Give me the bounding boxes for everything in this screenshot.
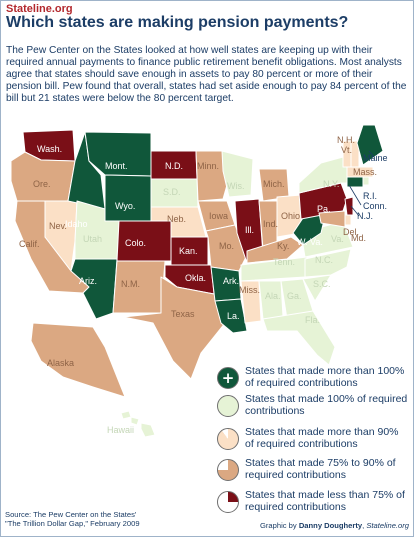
legend-label: States that made more than 90% of requir… <box>245 426 399 450</box>
state-nh <box>350 140 360 168</box>
state-label-alaska: Alaska <box>47 358 74 368</box>
source-note: Source: The Pew Center on the States' "T… <box>5 510 140 528</box>
state-maine <box>356 124 384 166</box>
state-label-wis: Wis. <box>227 181 245 191</box>
state-fla <box>262 310 336 366</box>
state-label-wash: Wash. <box>37 144 62 154</box>
state-label-tenn: Tenn. <box>273 257 295 267</box>
state-label-ohio: Ohio <box>281 211 300 221</box>
state-label-ark: Ark. <box>223 276 239 286</box>
state-label-del: Del. <box>343 227 359 237</box>
state-label-vt: Vt. <box>341 145 352 155</box>
state-label-nj: N.J. <box>357 211 373 221</box>
credit-prefix: Graphic by <box>259 521 297 530</box>
state-label-ga: Ga. <box>287 291 302 301</box>
state-label-wyo: Wyo. <box>115 201 135 211</box>
state-label-va: Va. <box>331 234 344 244</box>
state-label-ariz: Ariz. <box>79 276 97 286</box>
brand-name: Stateline.org <box>6 3 73 15</box>
state-label-idaho: Idaho <box>65 219 88 229</box>
state-label-ill: Ill. <box>245 225 254 235</box>
state-hawaii <box>120 410 156 438</box>
legend-swatch: + <box>217 367 239 389</box>
state-label-iowa: Iowa <box>209 211 228 221</box>
legend-label: States that made 75% to 90% of required … <box>245 457 396 481</box>
legend-swatch <box>217 395 239 417</box>
intro-text: The Pew Center on the States looked at h… <box>6 45 407 104</box>
state-label-nh: N.H. <box>337 135 355 145</box>
state-wyo <box>104 174 152 222</box>
state-label-hawaii: Hawaii <box>107 425 134 435</box>
state-alaska <box>30 322 126 398</box>
legend-label: States that made less than 75% of requir… <box>245 489 405 513</box>
state-ky <box>246 236 304 264</box>
leader-line <box>348 184 362 206</box>
credit-author: Danny Dougherty <box>298 521 363 530</box>
state-label-ala: Ala. <box>265 291 281 301</box>
state-mass <box>346 166 374 178</box>
state-sc <box>302 274 332 302</box>
source-line-2: "The Trillion Dollar Gap," February 2009 <box>5 519 140 528</box>
state-nc <box>304 248 352 278</box>
state-label-nc: N.C. <box>315 255 333 265</box>
state-label-ky: Ky. <box>277 241 289 251</box>
state-label-ri: R.I. <box>363 191 377 201</box>
state-la <box>214 298 248 334</box>
state-label-md: Md. <box>351 233 366 243</box>
state-label-colo: Colo. <box>125 238 146 248</box>
state-label-nm: N.M. <box>121 279 140 289</box>
state-label-nd: N.D. <box>165 161 183 171</box>
state-label-calif: Calif. <box>19 239 40 249</box>
state-label-kan: Kan. <box>179 246 198 256</box>
state-label-okla: Okla. <box>185 273 206 283</box>
legend-swatch <box>217 428 239 450</box>
state-label-mo: Mo. <box>219 241 234 251</box>
state-label-maine: Maine <box>363 153 388 163</box>
state-label-texas: Texas <box>171 309 195 319</box>
legend-swatch <box>217 459 239 481</box>
state-label-wva: W. Va. <box>297 237 323 247</box>
credit-outlet: Stateline.org <box>366 521 409 530</box>
state-md <box>318 210 346 228</box>
source-line-1: Source: The Pew Center on the States' <box>5 510 137 519</box>
state-label-fla: Fla. <box>305 315 320 325</box>
state-label-sc: S.C. <box>313 279 331 289</box>
plus-icon: + <box>221 369 235 387</box>
leader-line <box>368 150 375 158</box>
state-ri <box>362 176 370 186</box>
legend-label: States that made 100% of required contri… <box>245 393 408 417</box>
state-label-miss: Miss. <box>239 285 260 295</box>
page-title: Which states are making pension payments… <box>6 14 349 31</box>
state-miss <box>240 280 262 324</box>
state-del <box>344 214 352 226</box>
state-label-conn: Conn. <box>363 201 387 211</box>
state-label-ore: Ore. <box>33 179 51 189</box>
state-label-pa: Pa. <box>317 204 331 214</box>
state-label-minn: Minn. <box>197 161 219 171</box>
leader-line <box>350 205 360 217</box>
state-label-mich: Mich. <box>263 179 285 189</box>
state-label-mass: Mass. <box>353 167 377 177</box>
state-label-sd: S.D. <box>163 187 181 197</box>
state-label-utah: Utah <box>83 234 102 244</box>
state-label-nev: Nev. <box>49 221 67 231</box>
graphic-credit: Graphic by Danny Dougherty, Stateline.or… <box>259 521 409 530</box>
state-label-ny: N.Y. <box>323 179 339 189</box>
state-label-mont: Mont. <box>105 161 128 171</box>
state-label-ind: Ind. <box>263 219 278 229</box>
state-label-neb: Neb. <box>167 214 186 224</box>
state-label-la: La. <box>227 311 240 321</box>
state-wis <box>221 150 254 198</box>
state-nj <box>344 196 354 216</box>
state-texas <box>122 276 228 380</box>
legend-swatch <box>217 491 239 513</box>
legend-label: States that made more than 100% of requi… <box>245 365 405 389</box>
